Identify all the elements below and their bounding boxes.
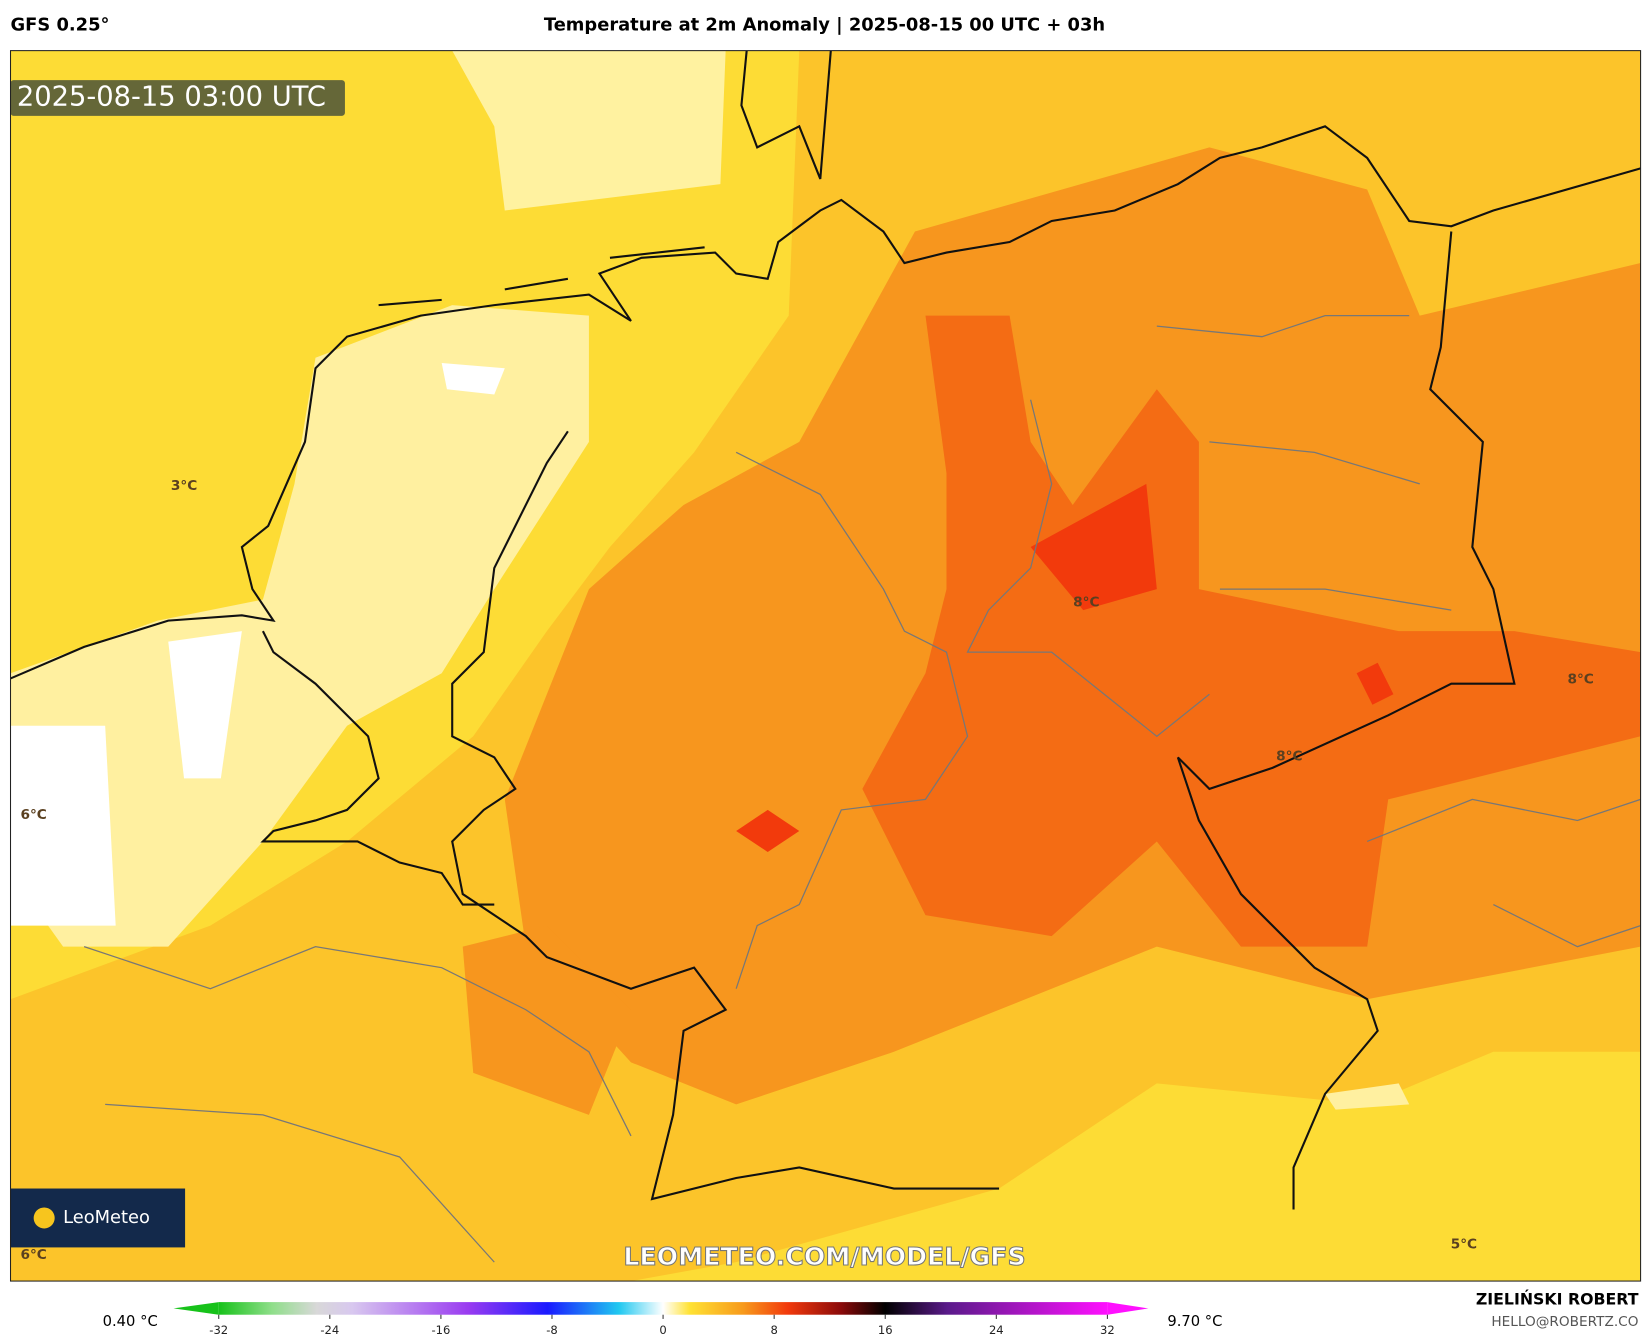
author: ZIELIŃSKI ROBERT	[1476, 1289, 1639, 1308]
colorbar-tick-label: 0	[659, 1323, 666, 1337]
logo-sun	[33, 1207, 55, 1229]
map-label: 8°C	[1276, 748, 1302, 764]
timestamp: 2025-08-15 03:00 UTC	[17, 81, 326, 112]
colorbar-tick-label: -8	[546, 1323, 558, 1337]
colorbar-gradient	[218, 1302, 1108, 1315]
colorbar-tick-label: 8	[770, 1323, 777, 1337]
map-label: 6°C	[20, 1247, 46, 1263]
colorbar-tick-label: 24	[989, 1323, 1004, 1337]
colorbar-arrow	[1107, 1302, 1149, 1315]
contour-fill	[168, 631, 242, 779]
colorbar-arrow	[173, 1302, 219, 1315]
map-label: 3°C	[171, 478, 197, 494]
colorbar-min: 0.40 °C	[103, 1313, 158, 1330]
colorbar-tick-label: -32	[209, 1323, 228, 1337]
logo: LeoMeteo	[63, 1207, 150, 1228]
contour-fill	[441, 362, 505, 395]
contour-fill	[452, 50, 726, 211]
colorbar-tick-label: -24	[320, 1323, 339, 1337]
watermark: LEOMETEO.COM/MODEL/GFS	[623, 1242, 1025, 1271]
colorbar-tick-label: 16	[878, 1323, 893, 1337]
map: 3°C 8°C 8°C 8°C 6°C 6°C 5°C 2025-08-15 0…	[10, 50, 1641, 1282]
coastline	[10, 50, 1641, 1210]
colorbar: -32 -24 -16 -8 0 8 16 24 32	[173, 1302, 1149, 1337]
email: HELLO@ROBERTZ.CO	[1491, 1314, 1638, 1330]
contour-fill	[1325, 1083, 1410, 1110]
model-name: GFS 0.25°	[11, 14, 110, 35]
map-label: 8°C	[1073, 595, 1099, 611]
map-label: 6°C	[20, 807, 46, 823]
region-borders	[83, 315, 1641, 1263]
contour-fill	[10, 305, 589, 947]
contour-fill	[10, 725, 116, 926]
contour-fill	[1356, 662, 1394, 705]
map-frame	[9, 50, 1642, 1282]
map-title: Temperature at 2m Anomaly | 2025-08-15 0…	[544, 14, 1105, 35]
colorbar-tick-label: -16	[431, 1323, 450, 1337]
colorbar-max: 9.70 °C	[1167, 1313, 1222, 1330]
timestamp-box	[10, 80, 345, 116]
map-label: 8°C	[1567, 672, 1593, 688]
contour-fill	[862, 315, 1641, 947]
map-label: 5°C	[1451, 1236, 1477, 1252]
colorbar-tick-label: 32	[1100, 1323, 1115, 1337]
contour-fill	[1030, 483, 1157, 611]
